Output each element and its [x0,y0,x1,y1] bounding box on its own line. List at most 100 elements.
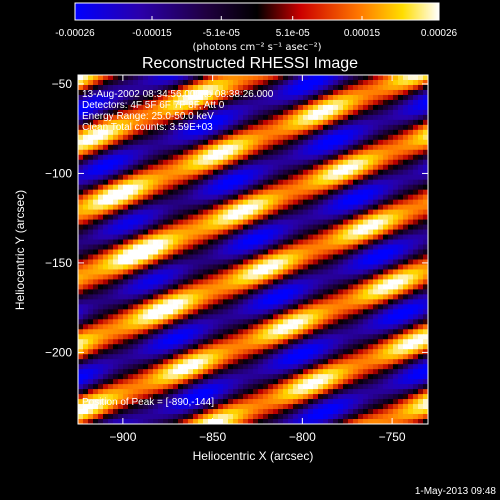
heatmap-cell [243,194,249,201]
heatmap-cell [233,284,239,290]
heatmap-cell [148,239,154,246]
heatmap-cell [123,154,129,161]
heatmap-cell [308,119,314,126]
heatmap-cell [418,394,424,400]
heatmap-cell [298,314,304,320]
heatmap-cell [368,414,374,420]
heatmap-cell [373,149,379,156]
heatmap-cell [278,234,284,241]
heatmap-cell [208,174,214,181]
heatmap-cell [223,169,229,176]
heatmap-cell [193,299,199,305]
heatmap-cell [193,99,199,106]
heatmap-cell [408,149,414,156]
heatmap-cell [203,404,209,410]
heatmap-cell [313,249,319,256]
y-tick-label: −200 [45,345,72,359]
heatmap-cell [263,139,269,146]
heatmap-cell [163,164,169,171]
heatmap-cell [98,334,104,340]
heatmap-cell [88,194,94,201]
heatmap-cell [178,129,184,136]
heatmap-cell [418,204,424,211]
heatmap-cell [283,99,289,106]
heatmap-cell [298,84,304,91]
heatmap-cell [268,89,274,96]
heatmap-cell [168,384,174,390]
heatmap-cell [383,259,389,266]
heatmap-cell [263,209,269,216]
heatmap-cell [338,304,344,310]
heatmap-cell [168,189,174,196]
heatmap-cell [263,119,269,126]
heatmap-cell [103,169,109,176]
heatmap-cell [113,244,119,251]
heatmap-cell [203,284,209,290]
heatmap-cell [278,144,284,151]
heatmap-cell [388,139,394,146]
heatmap-cell [158,124,164,131]
heatmap-cell [263,79,269,86]
heatmap-cell [373,204,379,211]
heatmap-cell [263,149,269,156]
heatmap-cell [343,229,349,236]
heatmap-cell [313,379,319,385]
heatmap-cell [388,309,394,315]
heatmap-cell [188,199,194,206]
heatmap-cell [243,129,249,136]
heatmap-cell [408,75,414,81]
heatmap-cell [288,414,294,420]
heatmap-cell [288,134,294,141]
heatmap-cell [273,289,279,295]
heatmap-cell [113,329,119,335]
heatmap-cell [83,75,89,81]
heatmap-cell [113,124,119,131]
heatmap-cell [233,254,239,261]
heatmap-cell [378,329,384,335]
heatmap-cell [83,339,89,345]
heatmap-cell [358,399,364,405]
heatmap-cell [138,324,144,330]
heatmap-cell [403,79,409,86]
heatmap-cell [408,334,414,340]
heatmap-cell [323,309,329,315]
heatmap-cell [143,184,149,191]
heatmap-cell [263,284,269,290]
heatmap-cell [393,259,399,266]
heatmap-cell [198,284,204,290]
heatmap-cell [138,419,144,424]
heatmap-cell [178,289,184,295]
heatmap-cell [283,229,289,236]
heatmap-cell [188,404,194,410]
heatmap-cell [368,219,374,226]
heatmap-cell [388,129,394,136]
heatmap-cell [303,389,309,395]
heatmap-cell [193,144,199,151]
heatmap-cell [163,194,169,201]
heatmap-cell [403,359,409,365]
heatmap-cell [348,329,354,335]
heatmap-cell [228,189,234,196]
heatmap-cell [208,254,214,261]
heatmap-cell [123,139,129,146]
heatmap-cell [113,79,119,86]
heatmap-cell [138,274,144,281]
heatmap-cell [208,159,214,166]
heatmap-cell [423,419,428,424]
heatmap-cell [373,134,379,141]
heatmap-cell [128,304,134,310]
heatmap-cell [163,239,169,246]
heatmap-cell [173,75,179,81]
heatmap-cell [163,204,169,211]
heatmap-cell [173,119,179,126]
heatmap-cell [198,154,204,161]
heatmap-cell [398,404,404,410]
heatmap-cell [128,284,134,290]
heatmap-cell [168,94,174,101]
heatmap-cell [148,79,154,86]
heatmap-cell [103,189,109,196]
heatmap-cell [353,204,359,211]
heatmap-cell [158,314,164,320]
heatmap-cell [113,319,119,325]
heatmap-cell [313,374,319,380]
